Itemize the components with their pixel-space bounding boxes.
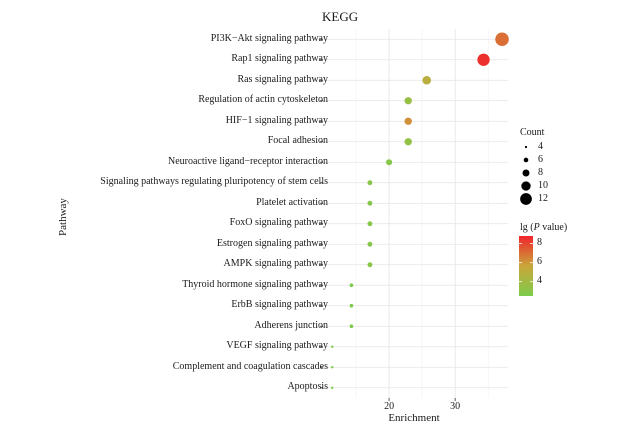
- pathway-label: Regulation of actin cytoskeleton: [198, 94, 328, 106]
- point-14: [349, 324, 354, 329]
- y-axis-title: Pathway: [57, 198, 69, 236]
- pathway-label: Rap1 signaling pathway: [231, 53, 328, 65]
- pvalue-title-suffix: value): [539, 222, 568, 233]
- point-12: [349, 283, 354, 288]
- point-1: [477, 53, 490, 66]
- pathway-label: Focal adhesion: [267, 135, 328, 147]
- pathway-label: Platelet activation: [256, 196, 328, 208]
- pvalue-colorbar: [519, 236, 533, 296]
- pathway-label: AMPK signaling pathway: [223, 258, 328, 270]
- pvalue-legend: [519, 236, 533, 296]
- chart-title: KEGG: [322, 9, 359, 24]
- pathway-label: PI3K−Akt signaling pathway: [210, 32, 328, 44]
- pvalue-title-prefix: lg (: [520, 222, 534, 233]
- point-16: [331, 366, 334, 369]
- point-15: [331, 345, 334, 348]
- point-6: [386, 159, 393, 166]
- count-legend-title: Count: [520, 127, 545, 138]
- pathway-label: Apoptosis: [287, 381, 328, 393]
- pathway-label: FoxO signaling pathway: [229, 217, 328, 229]
- point-9: [367, 221, 373, 227]
- count-legend-label: 4: [538, 140, 543, 152]
- plot-axes: [320, 38, 456, 401]
- pathway-label: ErbB signaling pathway: [231, 299, 328, 311]
- pathway-label: VEGF signaling pathway: [226, 340, 328, 352]
- point-4: [404, 117, 412, 125]
- point-10: [367, 241, 373, 247]
- count-legend-label: 6: [538, 153, 543, 165]
- pvalue-title-italic: P: [533, 222, 540, 233]
- count-legend-dot-10: [521, 181, 531, 191]
- plot-grid: [323, 29, 508, 398]
- point-2: [422, 75, 432, 85]
- x-tick-label: 20: [384, 401, 395, 412]
- count-legend: [520, 145, 532, 205]
- point-5: [404, 138, 412, 146]
- pathway-label: Estrogen signaling pathway: [216, 237, 328, 249]
- pathway-label: Thyroid hormone signaling pathway: [182, 278, 328, 290]
- pathway-label: Ras signaling pathway: [237, 73, 328, 85]
- point-7: [367, 180, 373, 186]
- count-legend-label: 8: [538, 166, 543, 178]
- pvalue-legend-label: 6: [537, 256, 542, 268]
- pathway-label: Complement and coagulation cascades: [172, 360, 328, 372]
- pathway-label: Adherens junction: [254, 319, 328, 331]
- count-legend-label: 12: [538, 192, 548, 204]
- x-axis-title: Enrichment: [388, 412, 440, 424]
- count-legend-dot-12: [520, 193, 532, 205]
- point-8: [367, 200, 373, 206]
- x-tick-label: 30: [450, 401, 461, 412]
- count-legend-label: 10: [538, 179, 548, 191]
- point-0: [495, 32, 509, 47]
- count-legend-dot-4: [524, 145, 528, 149]
- pathway-label: HIF−1 signaling pathway: [225, 114, 328, 126]
- pvalue-legend-label: 8: [537, 237, 542, 249]
- pvalue-legend-label: 4: [537, 275, 542, 287]
- data-points: [331, 32, 509, 389]
- pvalue-legend-title: lg (P value): [520, 222, 567, 233]
- pathway-label: Neuroactive ligand−receptor interaction: [167, 155, 328, 167]
- point-3: [404, 97, 412, 105]
- point-11: [367, 262, 373, 268]
- count-legend-dot-8: [522, 169, 530, 177]
- pathway-label: Signaling pathways regulating pluripoten…: [100, 176, 328, 188]
- point-13: [349, 303, 354, 308]
- count-legend-dot-6: [523, 157, 529, 163]
- point-17: [331, 386, 334, 389]
